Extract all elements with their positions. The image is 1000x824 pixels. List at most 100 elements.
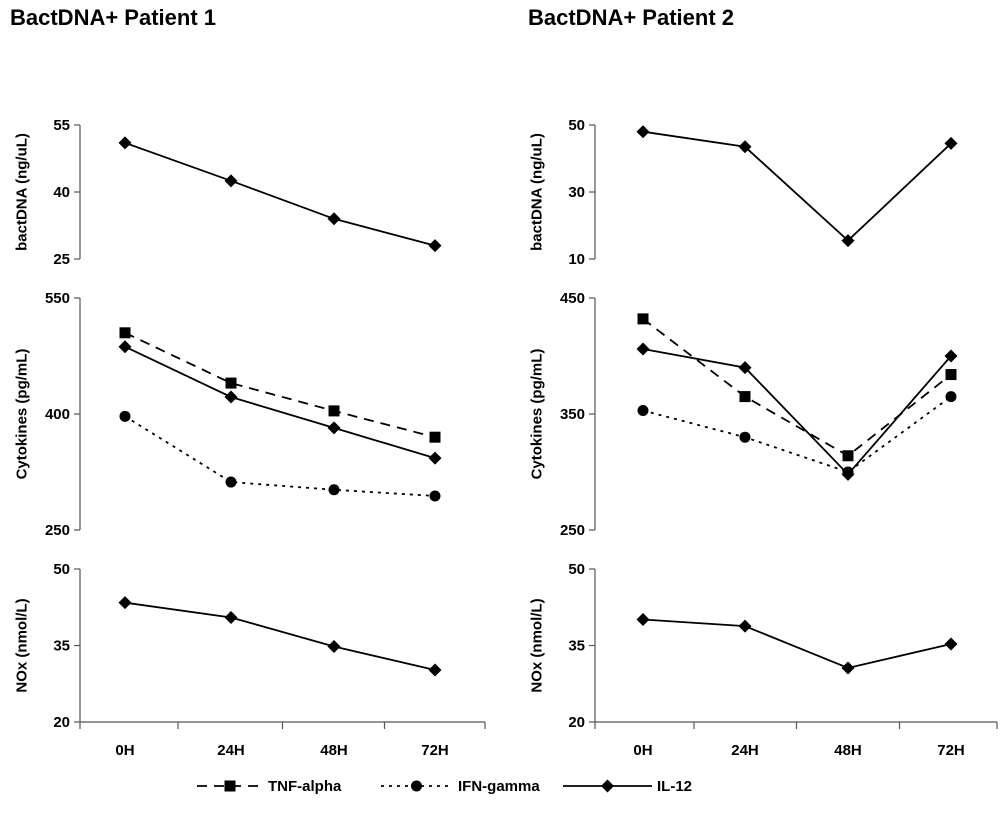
- y-tick-label: 10: [568, 251, 585, 268]
- data-point: [327, 640, 341, 654]
- data-point: [842, 450, 854, 462]
- plot-2: 250 350 450 Cytokines (pg/mL): [529, 290, 958, 539]
- data-point: [225, 377, 237, 389]
- data-point: [225, 476, 237, 488]
- y-tick-label: 40: [53, 184, 70, 201]
- x-tick-label: 0H: [115, 742, 134, 759]
- plot-3: 20 35 50 NOx (nmol/L): [529, 561, 958, 731]
- data-point: [328, 405, 340, 417]
- y-tick-label: 400: [45, 406, 70, 423]
- data-point: [637, 313, 649, 325]
- legend: TNF-alpha IFN-gamma IL-12: [197, 778, 692, 795]
- x-axis-group: 0H 24H 48H 72H: [79, 721, 486, 759]
- y-tick-label: 55: [53, 117, 70, 134]
- y-tick-label: 50: [568, 561, 585, 578]
- data-point: [118, 596, 132, 610]
- legend-marker: [411, 780, 422, 792]
- data-point: [119, 327, 131, 339]
- y-axis-label: Cytokines (pg/mL): [529, 349, 546, 480]
- data-point: [428, 239, 442, 253]
- data-point: [429, 490, 441, 502]
- data-point: [738, 361, 752, 375]
- data-point: [119, 410, 131, 422]
- y-axis-label: NOx (nmol/L): [14, 598, 31, 692]
- y-tick-label: 50: [53, 561, 70, 578]
- data-point: [224, 174, 238, 188]
- y-tick-label: 550: [45, 290, 70, 307]
- y-tick-label: 450: [560, 290, 585, 307]
- x-tick-label: 72H: [421, 742, 449, 759]
- y-axis-label: bactDNA (ng/uL): [529, 133, 546, 251]
- y-axis-label: NOx (nmol/L): [529, 598, 546, 692]
- series-line: [124, 142, 436, 247]
- data-point: [428, 451, 442, 465]
- legend-marker: [601, 779, 614, 793]
- x-axis-group: 0H 24H 48H 72H: [594, 721, 998, 759]
- y-tick-label: 20: [568, 714, 585, 731]
- plot-3: 20 35 50 NOx (nmol/L): [14, 561, 442, 731]
- legend-item: IFN-gamma: [381, 778, 540, 795]
- data-point: [328, 484, 340, 496]
- y-tick-label: 35: [53, 638, 70, 655]
- data-point: [636, 612, 650, 626]
- y-tick-label: 350: [560, 406, 585, 423]
- x-tick-label: 72H: [937, 742, 965, 759]
- y-tick-label: 30: [568, 184, 585, 201]
- data-point: [327, 212, 341, 226]
- data-point: [841, 467, 855, 481]
- data-point: [637, 405, 649, 417]
- data-point: [327, 421, 341, 435]
- series-line: [124, 331, 436, 439]
- data-point: [118, 136, 132, 150]
- series-line: [642, 318, 952, 457]
- y-tick-label: 50: [568, 117, 585, 134]
- y-tick-label: 250: [560, 522, 585, 539]
- data-point: [224, 390, 238, 404]
- y-axis-label: bactDNA (ng/uL): [14, 133, 31, 251]
- data-point: [224, 610, 238, 624]
- series-line: [642, 130, 952, 242]
- legend-item: IL-12: [563, 778, 692, 795]
- data-point: [944, 637, 958, 651]
- data-point: [944, 349, 958, 363]
- panel-2: BactDNA+ Patient 2 10 30 50 bactDNA (ng/uL) 2…: [528, 5, 998, 759]
- series-line: [124, 345, 436, 459]
- legend-label: IFN-gamma: [458, 778, 540, 795]
- y-tick-label: 35: [568, 638, 585, 655]
- data-point: [428, 663, 442, 677]
- y-tick-label: 20: [53, 714, 70, 731]
- plot-1: 10 30 50 bactDNA (ng/uL): [529, 117, 958, 268]
- legend-item: TNF-alpha: [197, 778, 342, 795]
- data-point: [636, 342, 650, 356]
- x-tick-label: 0H: [633, 742, 652, 759]
- data-point: [841, 234, 855, 248]
- plot-2: 250 400 550 Cytokines (pg/mL): [14, 290, 442, 539]
- data-point: [739, 391, 751, 403]
- data-point: [738, 140, 752, 154]
- series-line: [124, 415, 436, 497]
- y-tick-label: 250: [45, 522, 70, 539]
- data-point: [945, 391, 957, 403]
- panel-title: BactDNA+ Patient 1: [10, 5, 216, 30]
- x-tick-label: 48H: [320, 742, 348, 759]
- data-point: [636, 125, 650, 139]
- x-tick-label: 24H: [731, 742, 759, 759]
- data-point: [118, 340, 132, 354]
- data-point: [738, 619, 752, 633]
- x-tick-label: 24H: [217, 742, 245, 759]
- legend-marker: [224, 780, 236, 792]
- x-tick-label: 48H: [834, 742, 862, 759]
- data-point: [841, 661, 855, 675]
- series-line: [642, 348, 952, 476]
- data-point: [429, 431, 441, 443]
- y-axis-label: Cytokines (pg/mL): [14, 349, 31, 480]
- plot-1: 25 40 55 bactDNA (ng/uL): [14, 117, 442, 268]
- data-point: [944, 136, 958, 150]
- legend-label: TNF-alpha: [268, 778, 342, 795]
- data-point: [739, 431, 751, 443]
- legend-label: IL-12: [657, 778, 692, 795]
- series-line: [642, 618, 952, 669]
- panel-title: BactDNA+ Patient 2: [528, 5, 734, 30]
